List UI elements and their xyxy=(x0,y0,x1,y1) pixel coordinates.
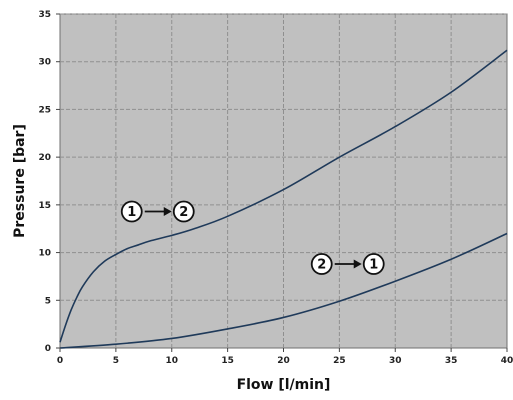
y-tick-label: 10 xyxy=(38,249,51,259)
port-circle xyxy=(172,200,195,223)
x-tick-label: 0 xyxy=(57,356,63,366)
series-layer xyxy=(59,49,508,349)
x-tick-label: 10 xyxy=(165,356,178,366)
y-tick-label: 20 xyxy=(38,153,51,163)
y-axis-title: Pressure [bar] xyxy=(12,124,28,238)
x-tick-label: 20 xyxy=(277,356,290,366)
x-tick-label: 30 xyxy=(389,356,402,366)
series-line-1 xyxy=(59,49,508,343)
x-tick-label: 5 xyxy=(113,356,119,366)
y-tick-label: 5 xyxy=(45,296,51,306)
port-number: 2 xyxy=(317,258,326,273)
y-tick-label: 15 xyxy=(38,201,51,211)
y-tick-label: 30 xyxy=(38,58,51,68)
port-number: 2 xyxy=(179,205,188,220)
x-axis-title: Flow [l/min] xyxy=(237,377,331,393)
y-tick-label: 0 xyxy=(45,344,51,354)
y-tick-label: 35 xyxy=(38,10,51,20)
port-circle xyxy=(362,253,385,275)
annotations: 1 22 1 xyxy=(120,200,385,275)
port-circle xyxy=(120,200,143,223)
arrow-head-icon xyxy=(163,207,172,217)
port-number: 1 xyxy=(127,205,136,220)
port-number: 1 xyxy=(369,258,378,273)
series-line-2 xyxy=(59,232,508,349)
arrow-head-icon xyxy=(353,259,362,269)
x-tick-label: 25 xyxy=(333,356,346,366)
port-circle xyxy=(310,253,333,275)
y-tick-label: 25 xyxy=(38,105,51,115)
tick-labels: 0 5 10 15 20 25 30 35 40 0 5 10 15 20 25 30 35 xyxy=(38,10,513,366)
x-tick-label: 15 xyxy=(221,356,234,366)
x-tick-label: 35 xyxy=(445,356,458,366)
x-tick-label: 40 xyxy=(501,356,513,366)
grid-lines xyxy=(60,13,507,348)
